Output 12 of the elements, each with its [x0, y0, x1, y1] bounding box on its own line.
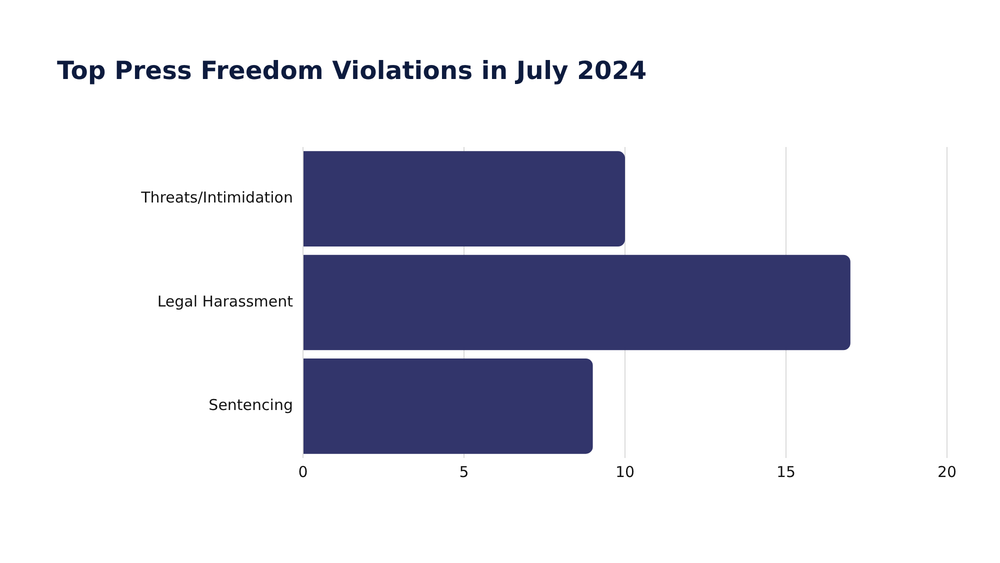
y-tick-label: Threats/Intimidation	[140, 188, 293, 207]
y-tick-label: Sentencing	[208, 396, 293, 414]
x-tick-label: 5	[459, 462, 469, 481]
bar	[304, 254, 850, 350]
x-tick-label: 10	[615, 462, 635, 481]
chart-title: Top Press Freedom Violations in July 2024	[57, 56, 647, 85]
bar	[304, 151, 625, 247]
x-tick-label: 15	[776, 462, 796, 481]
bar	[304, 358, 593, 454]
x-tick-label: 20	[937, 462, 957, 481]
x-tick-label: 0	[298, 462, 308, 481]
y-tick-label: Legal Harassment	[157, 292, 294, 310]
